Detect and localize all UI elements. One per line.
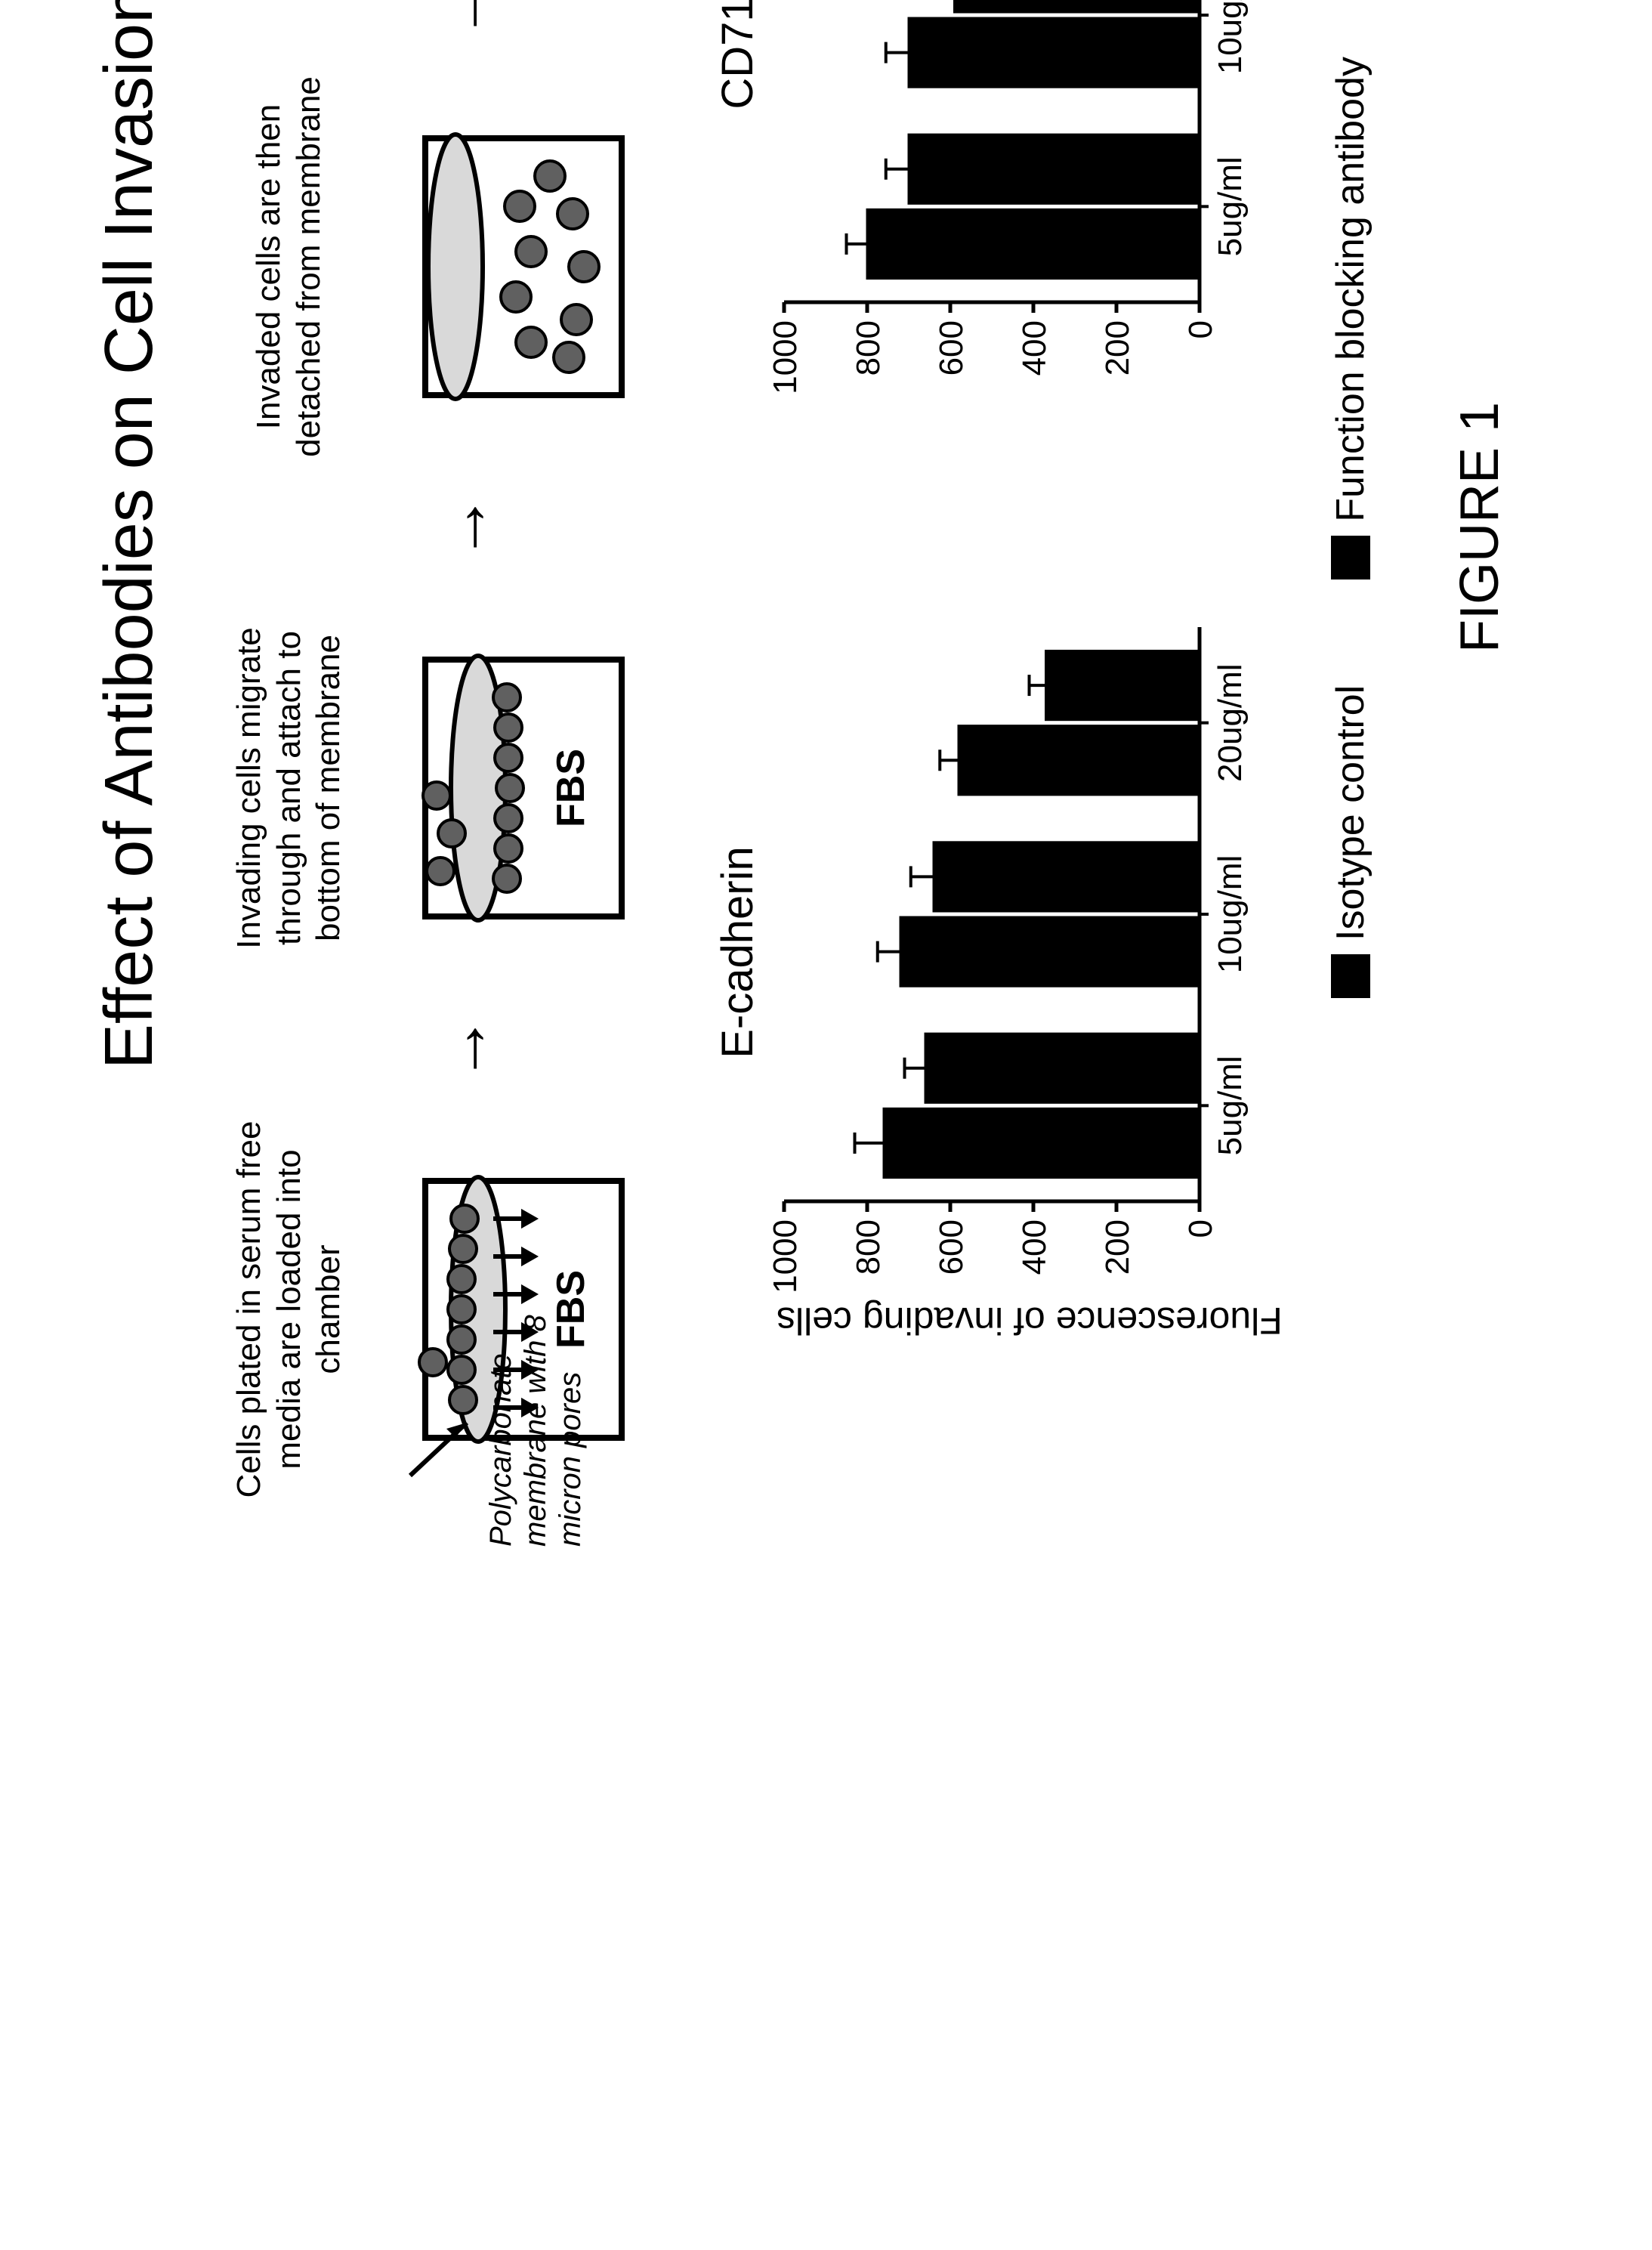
legend-swatch-isotype — [1331, 954, 1370, 998]
step2-caption: Invading cells migrate through and attac… — [214, 592, 365, 984]
chart-ecadherin-title: E-cadherin — [712, 846, 763, 1058]
assay-step-2: Invading cells migrate through and attac… — [214, 592, 637, 984]
main-title: Effect of Antibodies on Cell Invasion — [91, 0, 168, 1069]
assay-step-3: Invaded cells are then detached from mem… — [214, 70, 637, 463]
chart-ecadherin-block: Fluorescence of invading cells E-cadheri… — [712, 530, 1283, 1342]
chart-cd71-block: CD71 020040060080010005ug/ml10ug/ml20ug/… — [712, 0, 1283, 394]
svg-text:200: 200 — [1099, 1220, 1136, 1275]
legend-blocking-label: Function blocking antibody — [1328, 57, 1373, 522]
step1-caption: Cells plated in serum free media are loa… — [214, 1113, 365, 1506]
chart-cd71-title: CD71 — [712, 0, 763, 110]
charts-row: Fluorescence of invading cells E-cadheri… — [712, 0, 1283, 1562]
svg-text:0: 0 — [1182, 1220, 1219, 1238]
svg-text:5ug/ml: 5ug/ml — [1212, 157, 1249, 257]
arrow-icon: → — [425, 0, 503, 40]
arrow-icon: → — [425, 493, 503, 561]
svg-text:20ug/ml: 20ug/ml — [1212, 664, 1249, 783]
membrane-note: Polycarbonate membrane with 8 micron por… — [483, 1259, 588, 1547]
figure-page: Effect of Antibodies on Cell Invasion Po… — [0, 0, 1652, 1652]
legend-isotype: Isotype control — [1328, 685, 1373, 998]
arrow-icon: → — [425, 1015, 503, 1083]
svg-text:10ug/ml: 10ug/ml — [1212, 0, 1249, 75]
legend-swatch-blocking — [1331, 536, 1370, 579]
svg-text:10ug/ml: 10ug/ml — [1212, 855, 1249, 974]
y-axis-label: Fluorescence of invading cells — [777, 1300, 1283, 1342]
svg-text:400: 400 — [1016, 321, 1053, 376]
chart-cd71: 020040060080010005ug/ml10ug/ml20ug/ml — [769, 0, 1283, 394]
svg-text:600: 600 — [933, 1220, 970, 1275]
legend: Isotype control Function blocking antibo… — [1328, 57, 1373, 998]
legend-isotype-label: Isotype control — [1328, 685, 1373, 941]
figure-label: FIGURE 1 — [1449, 402, 1511, 653]
legend-blocking: Function blocking antibody — [1328, 57, 1373, 579]
svg-text:800: 800 — [850, 321, 887, 376]
svg-text:200: 200 — [1099, 321, 1136, 376]
svg-text:0: 0 — [1182, 321, 1219, 339]
step2-illustration: FBS — [380, 614, 637, 962]
step3-illustration — [380, 93, 637, 440]
svg-text:600: 600 — [933, 321, 970, 376]
svg-text:800: 800 — [850, 1220, 887, 1275]
chart-ecadherin: 0 200 400 600 800 1000 5ug/ml 10ug/ml 20ug/ml — [769, 613, 1283, 1293]
svg-text:400: 400 — [1016, 1220, 1053, 1275]
svg-text:1000: 1000 — [769, 321, 804, 394]
fbs-label-2: FBS — [549, 749, 593, 827]
svg-text:1000: 1000 — [769, 1220, 804, 1293]
step3-caption: Invaded cells are then detached from mem… — [214, 70, 365, 463]
svg-text:5ug/ml: 5ug/ml — [1212, 1056, 1249, 1156]
